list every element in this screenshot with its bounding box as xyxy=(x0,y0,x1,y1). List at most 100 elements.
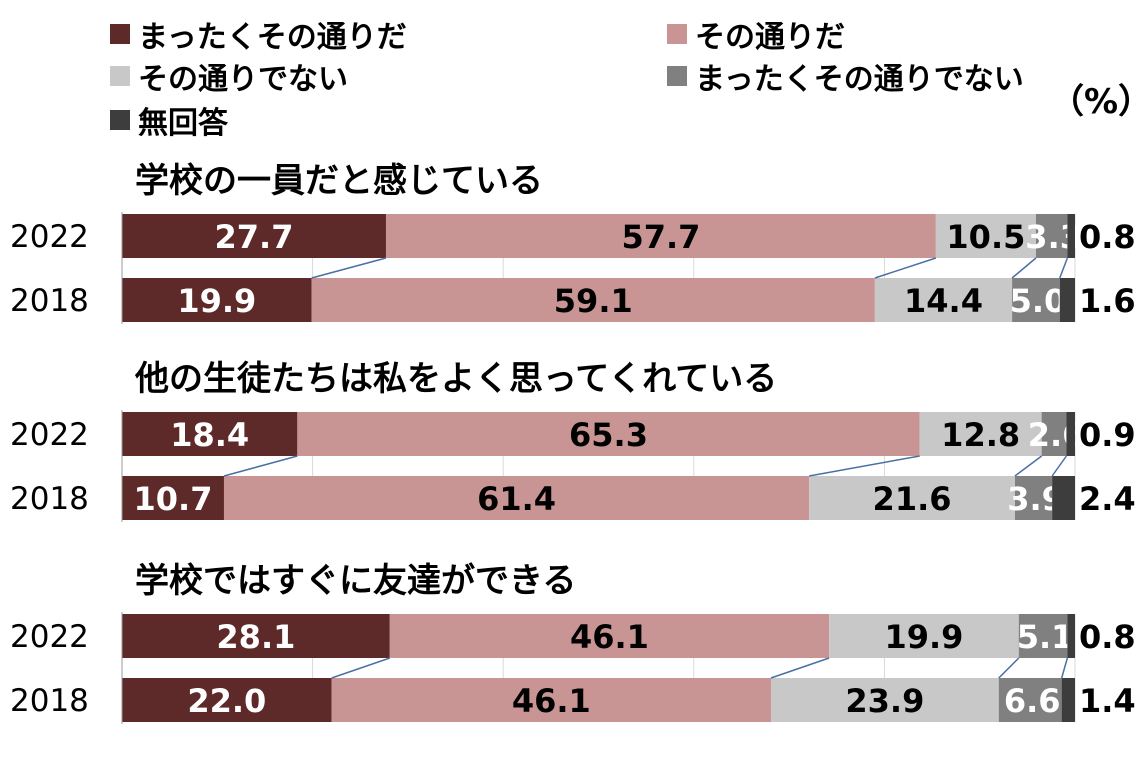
bar-segment xyxy=(1066,412,1075,456)
bar-segment xyxy=(770,678,999,722)
data-label: 46.1 xyxy=(570,618,649,656)
year-label: 2018 xyxy=(10,283,89,319)
bar-segment xyxy=(874,278,1013,322)
data-label: 0.8 xyxy=(1079,618,1136,656)
data-label: 10.7 xyxy=(134,480,213,518)
legend: まったくその通りだ その通りだ その通りでない まったくその通りでない 無回答 xyxy=(110,8,1050,141)
bar-segment xyxy=(223,476,810,520)
data-label: 65.3 xyxy=(569,416,648,454)
year-label: 2018 xyxy=(10,683,89,719)
data-label: 0.9 xyxy=(1079,416,1136,454)
bar-segment xyxy=(1041,412,1067,456)
bar-segment xyxy=(122,678,332,722)
bar-segment xyxy=(809,476,1015,520)
legend-label-series-0: まったくその通りだ xyxy=(138,20,407,55)
bar-segment xyxy=(1052,476,1075,520)
legend-label-series-1: その通りだ xyxy=(695,20,845,55)
series-connector xyxy=(998,657,1020,679)
bar-segment xyxy=(919,412,1042,456)
series-connector xyxy=(1060,657,1069,679)
legend-item-series-1: その通りだ xyxy=(667,12,845,56)
data-label: 1.4 xyxy=(1079,682,1136,720)
bar-segment xyxy=(297,412,920,456)
bar-segment xyxy=(1059,278,1075,322)
legend-item-series-2: その通りでない xyxy=(110,54,348,98)
legend-item-series-3: まったくその通りでない xyxy=(667,54,1024,98)
data-label: 27.7 xyxy=(215,218,294,256)
series-connector xyxy=(1059,257,1069,279)
series-connector xyxy=(808,455,920,477)
data-label: 0.8 xyxy=(1079,218,1136,256)
bar-segment xyxy=(122,278,312,322)
series-connector xyxy=(1011,257,1037,279)
data-label: 12.8 xyxy=(941,416,1020,454)
bar-segment xyxy=(935,214,1036,258)
bar-segment xyxy=(1067,614,1075,658)
data-label: 14.4 xyxy=(904,282,983,320)
bar-segment xyxy=(122,614,390,658)
legend-label-series-3: まったくその通りでない xyxy=(695,62,1024,97)
bar-segment xyxy=(122,214,386,258)
bar-segment xyxy=(1014,476,1053,520)
data-label: 18.4 xyxy=(170,416,249,454)
year-label: 2018 xyxy=(10,481,89,517)
data-label: 2.6 xyxy=(1028,416,1085,454)
group-title-2: 学校ではすぐに友達ができる xyxy=(135,561,576,601)
legend-item-series-4: 無回答 xyxy=(110,98,228,142)
data-label: 46.1 xyxy=(512,682,591,720)
series-connector xyxy=(770,657,830,679)
legend-swatch-series-3 xyxy=(667,66,687,86)
bar-segment xyxy=(829,614,1019,658)
bar-group-1: 他の生徒たちは私をよく思ってくれている 2022 18.4 65.3 12.8 2.60.… xyxy=(10,359,1136,522)
data-label: 19.9 xyxy=(884,618,963,656)
bar-segment xyxy=(385,214,936,258)
bar-segment xyxy=(998,678,1062,722)
data-label: 5.1 xyxy=(1017,618,1074,656)
data-label: 23.9 xyxy=(845,682,924,720)
bar-segment xyxy=(122,412,298,456)
bar-segment xyxy=(389,614,830,658)
data-label: 10.5 xyxy=(946,218,1025,256)
bar-segment xyxy=(1018,614,1068,658)
year-label: 2022 xyxy=(10,417,89,453)
data-label: 22.0 xyxy=(187,682,266,720)
series-connector xyxy=(223,455,298,477)
data-label: 2.4 xyxy=(1079,480,1136,518)
legend-swatch-series-1 xyxy=(667,24,687,44)
data-label: 21.6 xyxy=(873,480,952,518)
year-label: 2022 xyxy=(10,219,89,255)
group-title-1: 他の生徒たちは私をよく思ってくれている xyxy=(134,359,777,399)
data-label: 61.4 xyxy=(477,480,556,518)
data-label: 5.0 xyxy=(1010,282,1067,320)
bar-group-2: 学校ではすぐに友達ができる 2022 28.1 46.1 19.9 5.1 0.8 2018 2… xyxy=(10,561,1136,724)
series-connector xyxy=(331,657,391,679)
data-label: 1.6 xyxy=(1079,282,1136,320)
bar-segment xyxy=(1061,678,1075,722)
unit-label: （%） xyxy=(1050,82,1145,122)
bar-segment xyxy=(1067,214,1075,258)
series-connector xyxy=(1051,455,1068,477)
legend-label-series-2: その通りでない xyxy=(138,62,348,97)
data-label: 19.9 xyxy=(177,282,256,320)
bar-segment xyxy=(311,278,875,322)
data-label: 6.6 xyxy=(1004,682,1061,720)
data-label: 59.1 xyxy=(554,282,633,320)
data-label: 28.1 xyxy=(216,618,295,656)
legend-swatch-series-2 xyxy=(110,66,130,86)
group-title-0: 学校の一員だと感じている xyxy=(135,161,543,201)
legend-label-series-4: 無回答 xyxy=(138,106,228,141)
bar-segment xyxy=(1035,214,1068,258)
bar-segment xyxy=(1012,278,1060,322)
legend-item-series-0: まったくその通りだ xyxy=(110,12,407,56)
series-connector xyxy=(311,257,387,279)
series-connector xyxy=(874,257,937,279)
legend-swatch-series-4 xyxy=(110,110,130,130)
year-label: 2022 xyxy=(10,619,89,655)
legend-swatch-series-0 xyxy=(110,24,130,44)
bar-segment xyxy=(331,678,771,722)
bar-segment xyxy=(122,476,224,520)
series-connector xyxy=(1014,455,1043,477)
data-label: 57.7 xyxy=(621,218,700,256)
